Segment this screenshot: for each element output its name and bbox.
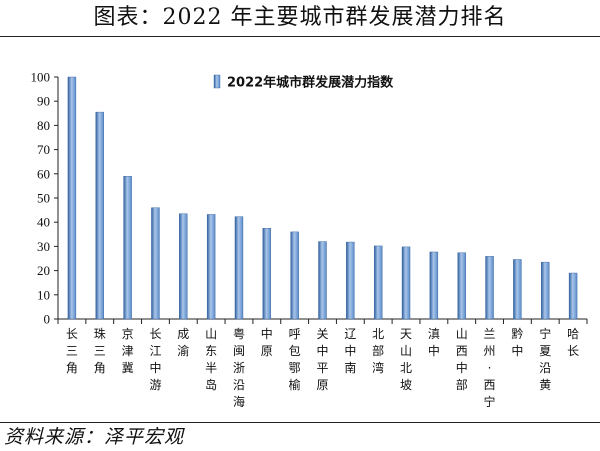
bar <box>568 272 578 320</box>
y-tick-label: 100 <box>31 70 51 85</box>
y-tick-label: 20 <box>37 263 50 278</box>
y-tick-label: 50 <box>37 191 50 206</box>
category-label: 辽中南 <box>344 327 356 375</box>
category-label: 山东半岛 <box>205 327 217 392</box>
category-label: 呼包鄂榆 <box>289 327 301 392</box>
category-label: 关中平原 <box>316 327 328 392</box>
legend-swatch <box>213 74 221 89</box>
y-tick-label: 10 <box>37 287 50 302</box>
bar <box>290 231 299 320</box>
bar <box>513 259 522 320</box>
title-rule <box>0 36 600 37</box>
bar <box>234 216 244 320</box>
bar <box>318 241 327 320</box>
chart-title: 图表：2022 年主要城市群发展潜力排名 <box>93 5 507 30</box>
category-label: 长江中游 <box>149 327 161 392</box>
bar <box>485 256 494 320</box>
y-tick-label: 30 <box>37 239 50 254</box>
bar <box>151 207 160 320</box>
category-label: 哈长 <box>567 327 579 358</box>
category-label: 兰州·西宁 <box>484 327 496 409</box>
y-tick-label: 0 <box>44 312 51 327</box>
category-label: 山西中部 <box>456 327 468 392</box>
category-label: 北部湾 <box>372 327 384 375</box>
bar <box>95 111 104 320</box>
category-label: 珠三角 <box>94 327 106 375</box>
source-rule <box>0 422 600 423</box>
y-tick-label: 90 <box>37 94 50 109</box>
bar <box>541 261 550 320</box>
y-tick-label: 70 <box>37 142 50 157</box>
bar <box>429 251 439 320</box>
category-label: 黔中 <box>511 326 523 358</box>
category-label: 宁夏沿黄 <box>539 326 551 392</box>
bar <box>262 228 272 320</box>
category-label: 天山北坡 <box>400 327 412 392</box>
bar <box>123 176 132 320</box>
category-label: 中原 <box>261 326 273 358</box>
bar <box>67 76 77 320</box>
bar <box>346 241 355 320</box>
category-label: 京津冀 <box>122 327 134 375</box>
bar <box>457 252 466 320</box>
source-note: 资料来源：泽平宏观 <box>4 426 185 448</box>
y-tick-label: 40 <box>37 215 50 230</box>
category-label: 粤闽浙沿海 <box>233 326 245 409</box>
legend-label: 2022年城市群发展潜力指数 <box>227 75 394 91</box>
bar <box>206 214 216 320</box>
bar <box>401 246 411 320</box>
category-label: 成渝 <box>177 327 189 358</box>
y-tick-label: 60 <box>37 166 50 181</box>
bar <box>179 213 188 320</box>
bar <box>373 245 383 320</box>
y-tick-label: 80 <box>37 118 50 133</box>
category-label: 滇中 <box>428 327 440 358</box>
category-label: 长三角 <box>66 327 78 375</box>
